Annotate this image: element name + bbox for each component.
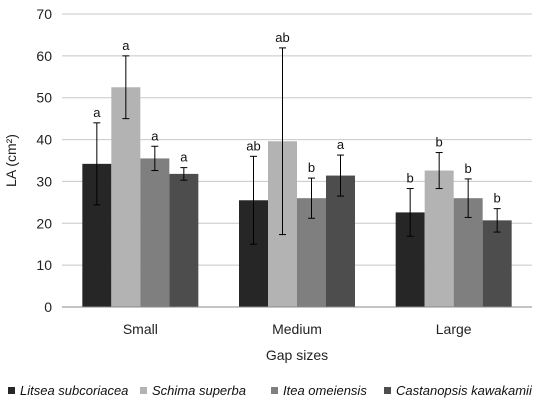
bar [326, 175, 355, 307]
legend-swatch [140, 387, 147, 394]
bar [111, 87, 141, 307]
significance-label: b [436, 135, 443, 150]
legend: Litsea subcoriacea Schima superba Itea ome… [8, 383, 533, 398]
significance-label: a [180, 150, 188, 165]
significance-label: b [494, 191, 501, 206]
y-tick-label: 60 [36, 48, 52, 64]
bar [482, 220, 512, 307]
y-tick-label: 40 [36, 132, 52, 148]
significance-label: a [122, 38, 130, 53]
y-tick-label: 30 [36, 173, 52, 189]
significance-label: ab [246, 138, 260, 153]
significance-label: a [151, 128, 159, 143]
significance-label: b [465, 161, 472, 176]
bar [140, 158, 170, 307]
legend-label: Itea omeiensis [283, 383, 367, 398]
y-tick-labels: 0 10 20 30 40 50 60 70 [36, 6, 52, 315]
legend-label: Castanopsis kawakamii [396, 383, 533, 398]
y-axis-label: LA (cm²) [3, 134, 19, 187]
y-tick-label: 0 [44, 299, 52, 315]
significance-label: ab [275, 30, 289, 45]
legend-label: Litsea subcoriacea [20, 383, 128, 398]
bars-group [82, 87, 512, 307]
x-tick-label: Medium [272, 321, 322, 337]
legend-label: Schima superba [152, 383, 246, 398]
x-tick-label: Large [436, 321, 472, 337]
significance-label: b [308, 160, 315, 175]
y-tick-label: 50 [36, 90, 52, 106]
y-tick-label: 70 [36, 6, 52, 22]
significance-label: a [93, 105, 101, 120]
error-bars-group [93, 47, 501, 245]
y-tick-label: 20 [36, 215, 52, 231]
x-tick-labels: Small Medium Large [123, 321, 472, 337]
significance-label: a [337, 137, 345, 152]
bar [424, 170, 454, 307]
legend-swatch [271, 387, 278, 394]
x-tick-label: Small [123, 321, 158, 337]
legend-swatch [8, 387, 15, 394]
significance-label: b [407, 171, 414, 186]
legend-swatch [384, 387, 391, 394]
x-axis-label: Gap sizes [266, 347, 328, 363]
y-tick-label: 10 [36, 257, 52, 273]
bar [169, 173, 199, 307]
